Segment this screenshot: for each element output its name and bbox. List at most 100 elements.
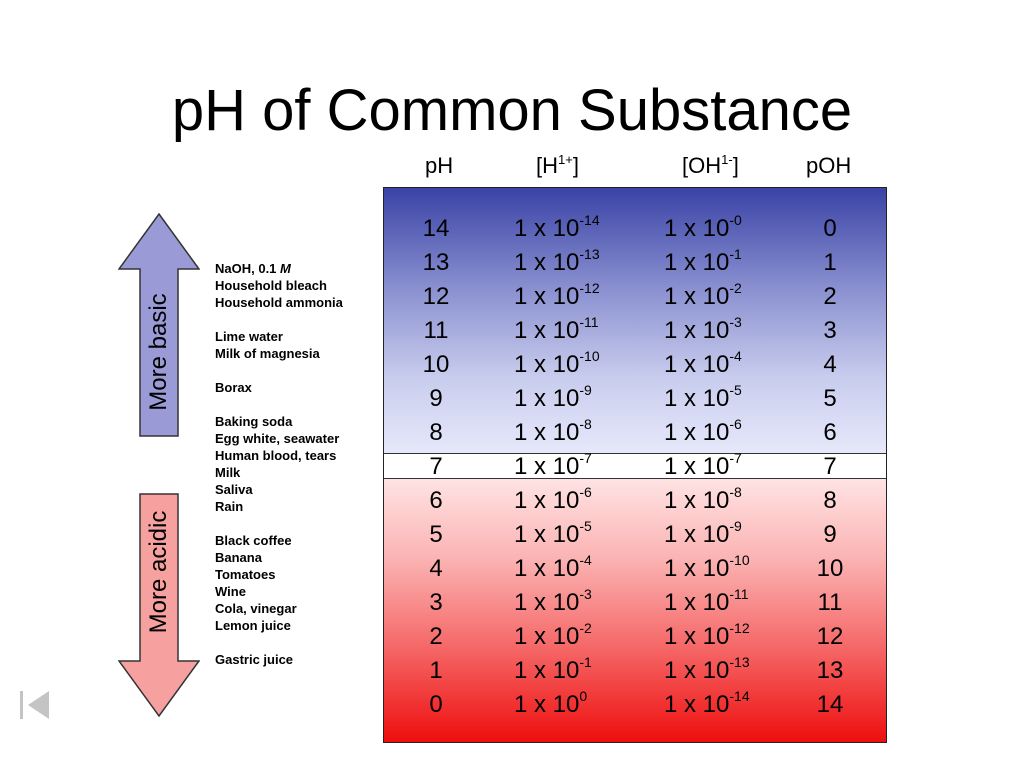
table-row: 11 1 x 10-11 1 x 10-3 3	[384, 314, 886, 348]
poh-value: 3	[823, 317, 837, 344]
substance-item: Wine	[215, 584, 246, 599]
h-concentration-value: 1 x 10-13	[514, 246, 600, 276]
ph-value: 8	[429, 419, 443, 446]
ph-value: 13	[422, 249, 450, 276]
table-row: 4 1 x 10-4 1 x 10-10 10	[384, 552, 886, 586]
substance-spacer	[215, 396, 343, 413]
substance-spacer	[215, 634, 343, 651]
oh-concentration-value: 1 x 10-5	[664, 382, 742, 412]
oh-concentration-value: 1 x 10-12	[664, 620, 750, 650]
acidic-gradient	[384, 479, 886, 742]
oh-concentration-value: 1 x 10-14	[664, 688, 750, 718]
poh-value: 12	[816, 623, 844, 650]
substance-item: Borax	[215, 380, 252, 395]
poh-value: 7	[823, 453, 837, 480]
oh-concentration-value: 1 x 10-10	[664, 552, 750, 582]
substance-item: Banana	[215, 550, 262, 565]
poh-value: 14	[816, 691, 844, 718]
substance-item: Egg white, seawater	[215, 431, 340, 446]
oh-concentration-value: 1 x 10-1	[664, 246, 742, 276]
substance-item: Human blood, tears	[215, 448, 337, 463]
h-concentration-value: 1 x 10-10	[514, 348, 600, 378]
poh-value: 11	[817, 589, 843, 616]
ph-value: 10	[422, 351, 450, 378]
h-concentration-value: 1 x 10-12	[514, 280, 600, 310]
ph-value: 7	[429, 453, 443, 480]
h-concentration-value: 1 x 10-9	[514, 382, 592, 412]
h-concentration-value: 1 x 10-14	[514, 212, 600, 242]
poh-value: 8	[823, 487, 837, 514]
oh-concentration-value: 1 x 10-11	[664, 586, 749, 616]
poh-value: 0	[823, 215, 837, 242]
poh-value: 10	[816, 555, 844, 582]
table-row: 0 1 x 100 1 x 10-14 14	[384, 688, 886, 722]
table-row: 13 1 x 10-13 1 x 10-1 1	[384, 246, 886, 280]
h-concentration-value: 1 x 10-1	[514, 654, 592, 684]
first-slide-icon[interactable]	[18, 688, 52, 722]
page-title: pH of Common Substance	[171, 78, 853, 143]
substance-item: Baking soda	[215, 414, 293, 429]
ph-value: 12	[422, 283, 450, 310]
h-concentration-value: 1 x 10-4	[514, 552, 592, 582]
ph-value: 4	[429, 555, 443, 582]
poh-value: 9	[823, 521, 837, 548]
poh-value: 4	[823, 351, 837, 378]
oh-concentration-value: 1 x 10-2	[664, 280, 742, 310]
substance-item: Saliva	[215, 482, 253, 497]
ph-value: 6	[429, 487, 443, 514]
h-concentration-value: 1 x 10-11	[514, 314, 599, 344]
table-row: 3 1 x 10-3 1 x 10-11 11	[384, 586, 886, 620]
oh-concentration-value: 1 x 10-3	[664, 314, 742, 344]
header-ph: pH	[425, 153, 454, 178]
substance-item: Tomatoes	[215, 567, 276, 582]
substance-item: Household ammonia	[215, 295, 343, 310]
header-h-concentration: [H1+]	[536, 152, 579, 178]
more-basic-label: More basic	[145, 293, 172, 411]
neutral-band	[384, 453, 886, 479]
poh-value: 13	[816, 657, 844, 684]
ph-table: 14 1 x 10-14 1 x 10-0 0 13 1 x 10-13 1 x 10-1 1…	[383, 187, 887, 743]
ph-value: 2	[429, 623, 443, 650]
h-concentration-value: 1 x 10-5	[514, 518, 592, 548]
table-row: 7 1 x 10-7 1 x 10-7 7	[384, 450, 886, 484]
ph-value: 9	[429, 385, 443, 412]
substance-item: Cola, vinegar	[215, 601, 297, 616]
table-row: 6 1 x 10-6 1 x 10-8 8	[384, 484, 886, 518]
table-row: 10 1 x 10-10 1 x 10-4 4	[384, 348, 886, 382]
header-poh: pOH	[806, 153, 852, 178]
header-oh-concentration: [OH1-]	[682, 152, 739, 178]
ph-value: 14	[422, 215, 450, 242]
table-row: 12 1 x 10-12 1 x 10-2 2	[384, 280, 886, 314]
h-concentration-value: 1 x 100	[514, 688, 588, 718]
table-row: 8 1 x 10-8 1 x 10-6 6	[384, 416, 886, 450]
oh-concentration-value: 1 x 10-7	[664, 450, 742, 480]
oh-concentration-value: 1 x 10-8	[664, 484, 742, 514]
ph-value: 1	[429, 657, 443, 684]
table-row: 2 1 x 10-2 1 x 10-12 12	[384, 620, 886, 654]
ph-value: 3	[429, 589, 443, 616]
substance-item: Milk	[215, 465, 241, 480]
substance-item: Gastric juice	[215, 652, 294, 667]
table-row: 1 1 x 10-1 1 x 10-13 13	[384, 654, 886, 688]
substances-list: NaOH, 0.1 M Household bleach Household amm…	[215, 260, 343, 668]
ph-value: 5	[429, 521, 443, 548]
table-row: 14 1 x 10-14 1 x 10-0 0	[384, 212, 886, 246]
poh-value: 6	[823, 419, 837, 446]
substance-item: Black coffee	[215, 533, 292, 548]
oh-concentration-value: 1 x 10-9	[664, 518, 742, 548]
oh-concentration-value: 1 x 10-4	[664, 348, 742, 378]
substance-item: Lime water	[215, 329, 283, 344]
substance-spacer	[215, 311, 343, 328]
more-acidic-arrow	[118, 493, 200, 718]
oh-concentration-value: 1 x 10-6	[664, 416, 742, 446]
substance-spacer	[215, 362, 343, 379]
h-concentration-value: 1 x 10-2	[514, 620, 592, 650]
ph-value: 0	[429, 691, 443, 718]
substance-item: Rain	[215, 499, 244, 514]
basic-gradient	[384, 188, 886, 453]
table-row: 5 1 x 10-5 1 x 10-9 9	[384, 518, 886, 552]
poh-value: 2	[823, 283, 837, 310]
h-concentration-value: 1 x 10-7	[514, 450, 592, 480]
substance-item: Lemon juice	[215, 618, 291, 633]
poh-value: 1	[823, 249, 837, 276]
